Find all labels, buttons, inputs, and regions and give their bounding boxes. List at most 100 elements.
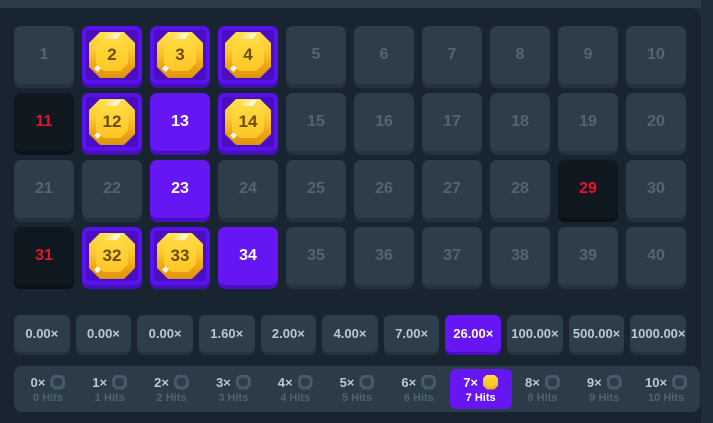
tile-22[interactable]: 22 xyxy=(82,160,142,218)
gem-icon: 10 xyxy=(633,32,679,78)
hits-cell-10: 10× 10 Hits xyxy=(635,369,697,409)
tile-35[interactable]: 35 xyxy=(286,227,346,285)
tile-7[interactable]: 7 xyxy=(422,26,482,84)
tile-3[interactable]: 3 xyxy=(150,26,210,84)
tile-24[interactable]: 24 xyxy=(218,160,278,218)
tile-number: 11 xyxy=(35,113,53,130)
gem-icon: 22 xyxy=(89,166,135,212)
hits-multiplier-label: 6× xyxy=(401,374,417,390)
hits-count-label: 2 Hits xyxy=(156,391,187,404)
tile-34[interactable]: 34 xyxy=(218,227,278,285)
tile-21[interactable]: 21 xyxy=(14,160,74,218)
hits-multiplier-label: 3× xyxy=(215,374,231,390)
hits-count-label: 6 Hits xyxy=(403,391,434,404)
tile-15[interactable]: 15 xyxy=(286,93,346,151)
tile-33[interactable]: 33 xyxy=(150,227,210,285)
payout-multiplier-row: 0.00× 0.00× 0.00× 1.60× 2.00× 4.00× 7.00… xyxy=(14,315,687,352)
hits-count-label: 10 Hits xyxy=(648,391,685,404)
hits-label-row: 8× xyxy=(525,374,560,390)
tile-number: 13 xyxy=(171,113,189,130)
tile-30[interactable]: 30 xyxy=(626,160,686,218)
tile-12[interactable]: 12 xyxy=(82,93,142,151)
tile-40[interactable]: 40 xyxy=(626,227,686,285)
sparkle-icon xyxy=(161,64,170,73)
tile-19[interactable]: 19 xyxy=(558,93,618,151)
hits-label-row: 2× xyxy=(154,374,189,390)
tile-29[interactable]: 29 xyxy=(558,160,618,218)
tile-36[interactable]: 36 xyxy=(354,227,414,285)
gem-icon: 19 xyxy=(565,99,611,145)
tile-14[interactable]: 14 xyxy=(218,93,278,151)
tile-number: 23 xyxy=(171,180,189,197)
hits-label-row: 0× xyxy=(30,374,66,390)
tile-2[interactable]: 2 xyxy=(82,26,142,84)
gem-icon: 36 xyxy=(361,233,407,279)
tile-number: 30 xyxy=(647,180,665,197)
gem-icon: 25 xyxy=(293,166,339,212)
hits-cell-6: 6× 6 Hits xyxy=(388,369,450,409)
hits-cell-2: 2× 2 Hits xyxy=(141,369,203,409)
tile-9[interactable]: 9 xyxy=(558,26,618,84)
gem-icon xyxy=(483,374,499,390)
tile-5[interactable]: 5 xyxy=(286,26,346,84)
tile-number: 31 xyxy=(35,247,53,264)
gem-icon: 6 xyxy=(361,32,407,78)
sparkle-icon xyxy=(93,64,102,73)
hits-multiplier-label: 1× xyxy=(92,374,108,390)
tile-number: 35 xyxy=(307,247,325,264)
tile-20[interactable]: 20 xyxy=(626,93,686,151)
tile-23[interactable]: 23 xyxy=(150,160,210,218)
tile-17[interactable]: 17 xyxy=(422,93,482,151)
gem-icon: 24 xyxy=(225,166,271,212)
tile-25[interactable]: 25 xyxy=(286,160,346,218)
tile-8[interactable]: 8 xyxy=(490,26,550,84)
tile-27[interactable]: 27 xyxy=(422,160,482,218)
gem-icon xyxy=(421,374,437,390)
tile-18[interactable]: 18 xyxy=(490,93,550,151)
gem-icon: 2 xyxy=(89,32,135,78)
tile-number: 21 xyxy=(35,180,53,197)
tile-4[interactable]: 4 xyxy=(218,26,278,84)
gem-icon: 13 xyxy=(157,99,203,145)
gem-icon: 20 xyxy=(633,99,679,145)
tile-6[interactable]: 6 xyxy=(354,26,414,84)
multiplier-tile-10: 500.00× xyxy=(568,315,625,352)
tile-16[interactable]: 16 xyxy=(354,93,414,151)
gem-icon xyxy=(112,374,128,390)
tile-39[interactable]: 39 xyxy=(558,227,618,285)
keno-game-board: 1 2 3 4 5 6 7 8 9 10 11 12 13 14 15 16 1… xyxy=(0,8,701,423)
tile-28[interactable]: 28 xyxy=(490,160,550,218)
tile-11[interactable]: 11 xyxy=(14,93,74,151)
gem-icon: 3 xyxy=(157,32,203,78)
hits-count-label: 1 Hits xyxy=(94,391,125,404)
hits-multiplier-label: 5× xyxy=(339,374,355,390)
tile-26[interactable]: 26 xyxy=(354,160,414,218)
tile-31[interactable]: 31 xyxy=(14,227,74,285)
hits-multiplier-label: 4× xyxy=(277,374,293,390)
gem-icon xyxy=(297,374,313,390)
hits-multiplier-label: 7× xyxy=(463,374,479,390)
tile-1[interactable]: 1 xyxy=(14,26,74,84)
tile-number: 9 xyxy=(583,46,593,63)
gem-icon xyxy=(235,374,251,390)
tile-37[interactable]: 37 xyxy=(422,227,482,285)
gem-icon: 21 xyxy=(21,166,67,212)
gem-icon: 23 xyxy=(157,166,203,212)
tile-number: 36 xyxy=(375,247,393,264)
gem-icon: 16 xyxy=(361,99,407,145)
tile-32[interactable]: 32 xyxy=(82,227,142,285)
tile-number: 3 xyxy=(175,45,185,64)
gem-icon: 5 xyxy=(293,32,339,78)
tile-13[interactable]: 13 xyxy=(150,93,210,151)
top-divider-strip xyxy=(0,0,701,8)
tile-number: 14 xyxy=(238,112,258,131)
tile-number: 40 xyxy=(647,247,665,264)
tile-number: 8 xyxy=(515,46,525,63)
tile-number: 19 xyxy=(579,113,597,130)
tile-number: 16 xyxy=(375,113,393,130)
tile-38[interactable]: 38 xyxy=(490,227,550,285)
gem-icon xyxy=(359,374,375,390)
gem-icon xyxy=(606,374,622,390)
gem-icon: 39 xyxy=(565,233,611,279)
tile-10[interactable]: 10 xyxy=(626,26,686,84)
